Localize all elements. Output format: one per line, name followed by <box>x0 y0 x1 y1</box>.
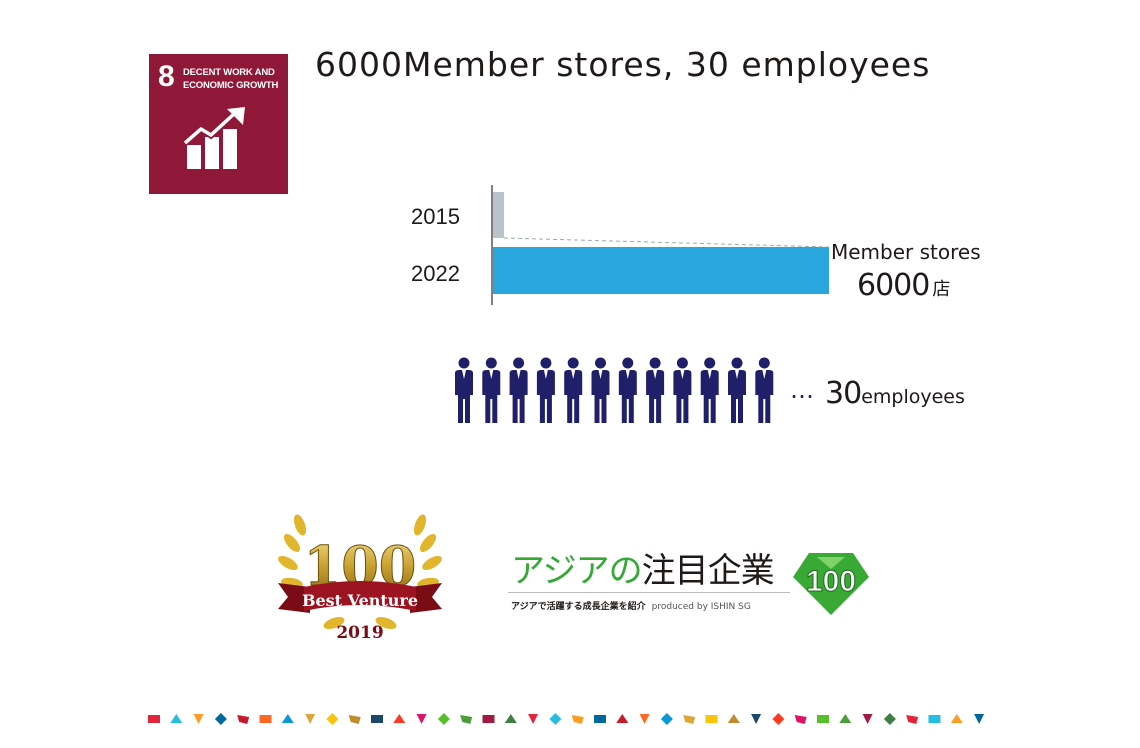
stripe-segment <box>214 713 227 725</box>
stripe-segment <box>839 714 852 723</box>
asia-logo-subtitle-jp: アジアで活躍する成長企業を紹介 <box>511 602 646 612</box>
stripe-segment <box>751 714 762 724</box>
member-stores-unit: 店 <box>932 279 951 300</box>
businessman-icon <box>755 357 774 423</box>
stripe-segment <box>616 714 629 723</box>
asia-logo-title-dark: 注目企業 <box>641 551 775 591</box>
businessman-icon <box>728 357 746 423</box>
sdg-label-line2: ECONOMIC GROWTH <box>183 80 279 91</box>
businessman-icon <box>509 357 528 423</box>
stripe-segment <box>571 715 584 724</box>
stripe-segment <box>660 713 673 725</box>
member-stores-caption: Member stores <box>831 240 981 264</box>
stripe-segment <box>482 715 495 723</box>
sdg-label: DECENT WORK AND ECONOMIC GROWTH <box>183 66 283 92</box>
stripe-segment <box>305 714 316 724</box>
award-year: 2019 <box>336 623 383 643</box>
stripe-segment <box>639 714 650 724</box>
member-stores-bar-chart: 2015 2022 Member stores 6000 店 <box>400 183 1000 313</box>
employees-word: employees <box>861 386 965 408</box>
ellipsis-dots: … <box>790 376 816 404</box>
businessman-icon <box>673 357 692 423</box>
stripe-segment <box>862 714 873 724</box>
asia-logo-title-green: アジアの <box>511 551 643 591</box>
asia-logo-produced-by: produced by ISHIN SG <box>651 602 751 612</box>
stripe-segment <box>393 714 406 723</box>
stripe-segment <box>928 715 941 723</box>
businessman-icon <box>455 357 473 423</box>
stripe-segment <box>437 713 450 725</box>
member-stores-number: 6000 <box>857 268 930 303</box>
sdg-label-line1: DECENT WORK AND <box>183 67 275 78</box>
growth-chart-icon <box>183 107 245 169</box>
sdg-goal-8-badge: 8 DECENT WORK AND ECONOMIC GROWTH <box>149 54 288 194</box>
asia-logo-title: アジアの注目企業 <box>511 543 775 592</box>
stripe-segment <box>528 714 539 724</box>
sdg-number: 8 <box>158 60 175 93</box>
stripe-segment <box>504 714 517 723</box>
award-ribbon <box>278 583 442 613</box>
category-label-2015: 2015 <box>411 204 460 229</box>
asia-100-number: 100 <box>806 565 856 598</box>
businessman-icon <box>564 357 583 423</box>
stripe-segment <box>794 715 807 724</box>
stripe-segment <box>950 714 963 723</box>
businessman-icon <box>618 357 637 423</box>
category-label-2022: 2022 <box>411 261 460 286</box>
stripe-segment <box>326 713 339 725</box>
stripe-segment <box>974 714 985 724</box>
stripe-segment <box>259 715 272 723</box>
stripe-segment <box>416 714 427 724</box>
headline: 6000Member stores, 30 employees <box>315 45 931 84</box>
stripe-segment <box>683 715 696 724</box>
best-venture-100-award-logo: 100 Best Venture 2019 <box>278 514 442 643</box>
stripe-segment <box>705 715 718 723</box>
stripe-segment <box>237 715 250 724</box>
bar-chart-svg <box>491 185 830 305</box>
stripe-segment <box>193 714 204 724</box>
stripe-segment <box>772 713 785 725</box>
growth-connector-line <box>503 237 830 248</box>
asia-logo-subtitle: アジアで活躍する成長企業を紹介 produced by ISHIN SG <box>511 599 751 612</box>
businessman-icon <box>591 357 610 423</box>
employees-icon-row <box>455 357 774 423</box>
award-ribbon-text: Best Venture <box>302 591 418 610</box>
employees-count: 30 <box>825 376 862 411</box>
stripe-segment <box>549 713 562 725</box>
businessman-icon <box>646 357 665 423</box>
stripe-segment <box>883 713 896 725</box>
employees-label: 30employees <box>825 376 965 411</box>
stripe-segment <box>594 715 606 723</box>
stripe-segment <box>727 714 740 723</box>
stripe-segment <box>371 715 383 723</box>
bar-2015 <box>493 192 504 238</box>
sdg-color-stripe-decoration <box>148 713 985 725</box>
stripe-segment <box>460 715 473 724</box>
stripe-segment <box>817 715 829 723</box>
businessman-icon <box>482 357 501 423</box>
businessman-icon <box>536 357 555 423</box>
stripe-segment <box>348 715 361 724</box>
stripe-segment <box>906 715 919 724</box>
stripe-segment <box>281 714 294 723</box>
member-stores-value: 6000 店 <box>857 268 950 303</box>
businessman-icon <box>700 357 719 423</box>
bar-2022 <box>493 247 829 294</box>
asia-logo-divider <box>508 592 790 593</box>
stripe-segment <box>148 715 160 723</box>
asia-notable-company-100-logo: アジアの注目企業 アジアで活躍する成長企業を紹介 produced by ISHI… <box>508 543 878 623</box>
asia-100-badge-icon: 100 <box>793 553 869 615</box>
stripe-segment <box>170 714 183 723</box>
